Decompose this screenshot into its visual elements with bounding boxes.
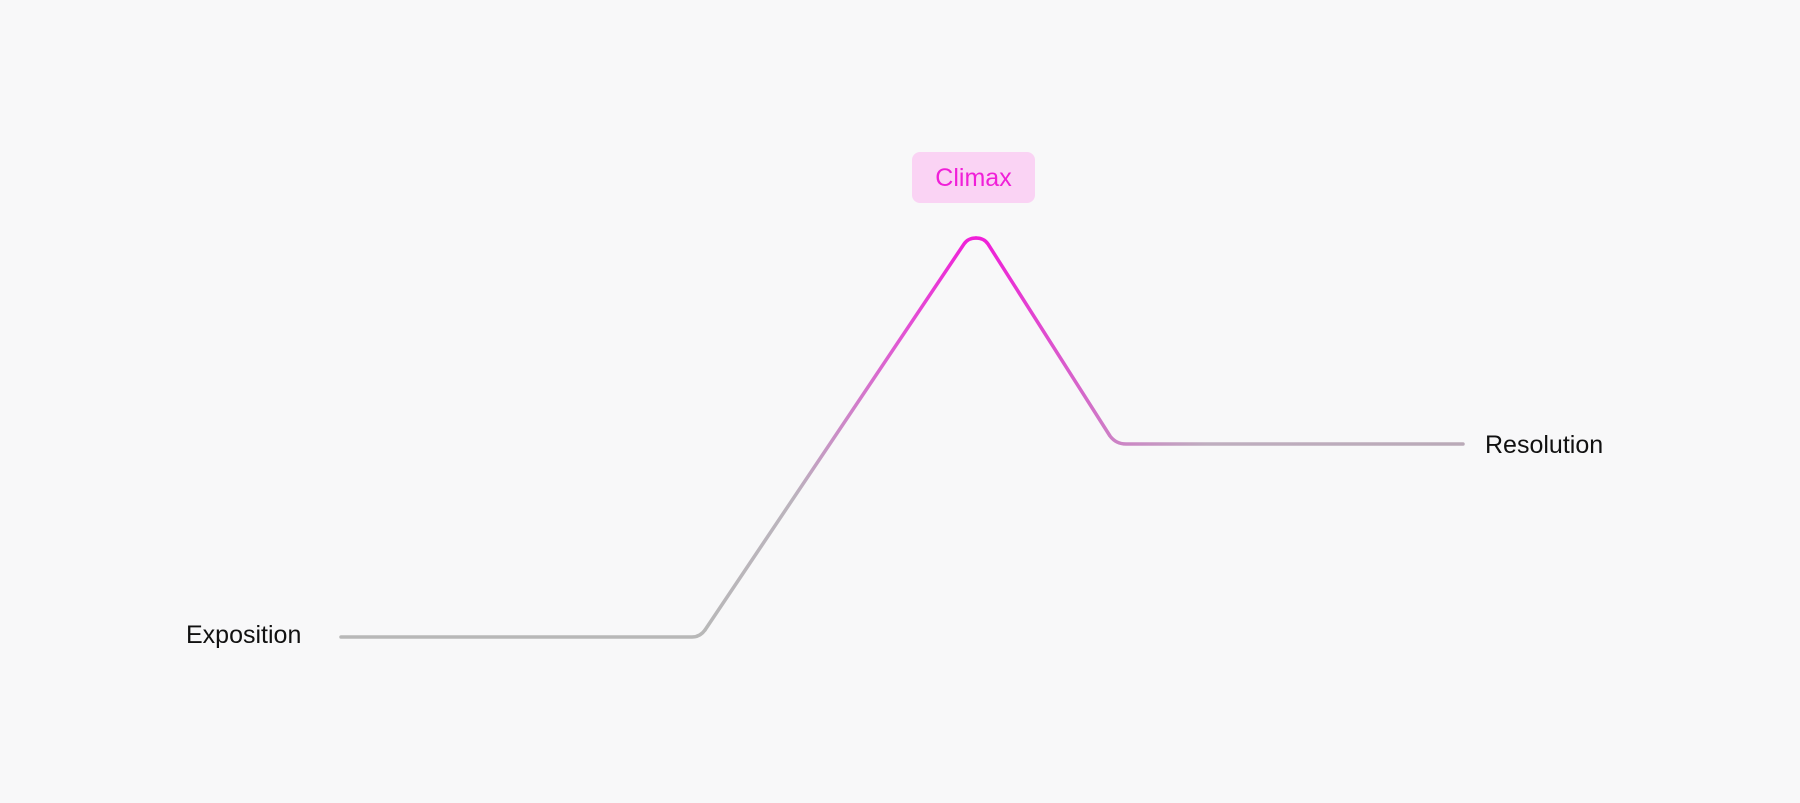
exposition-label: Exposition bbox=[186, 621, 302, 649]
resolution-label: Resolution bbox=[1485, 431, 1604, 459]
climax-label: Climax bbox=[935, 163, 1012, 192]
climax-badge: Climax bbox=[912, 152, 1035, 203]
exposition-line bbox=[339, 628, 707, 639]
rising-action-line bbox=[703, 236, 978, 632]
falling-action-line bbox=[974, 236, 1465, 446]
